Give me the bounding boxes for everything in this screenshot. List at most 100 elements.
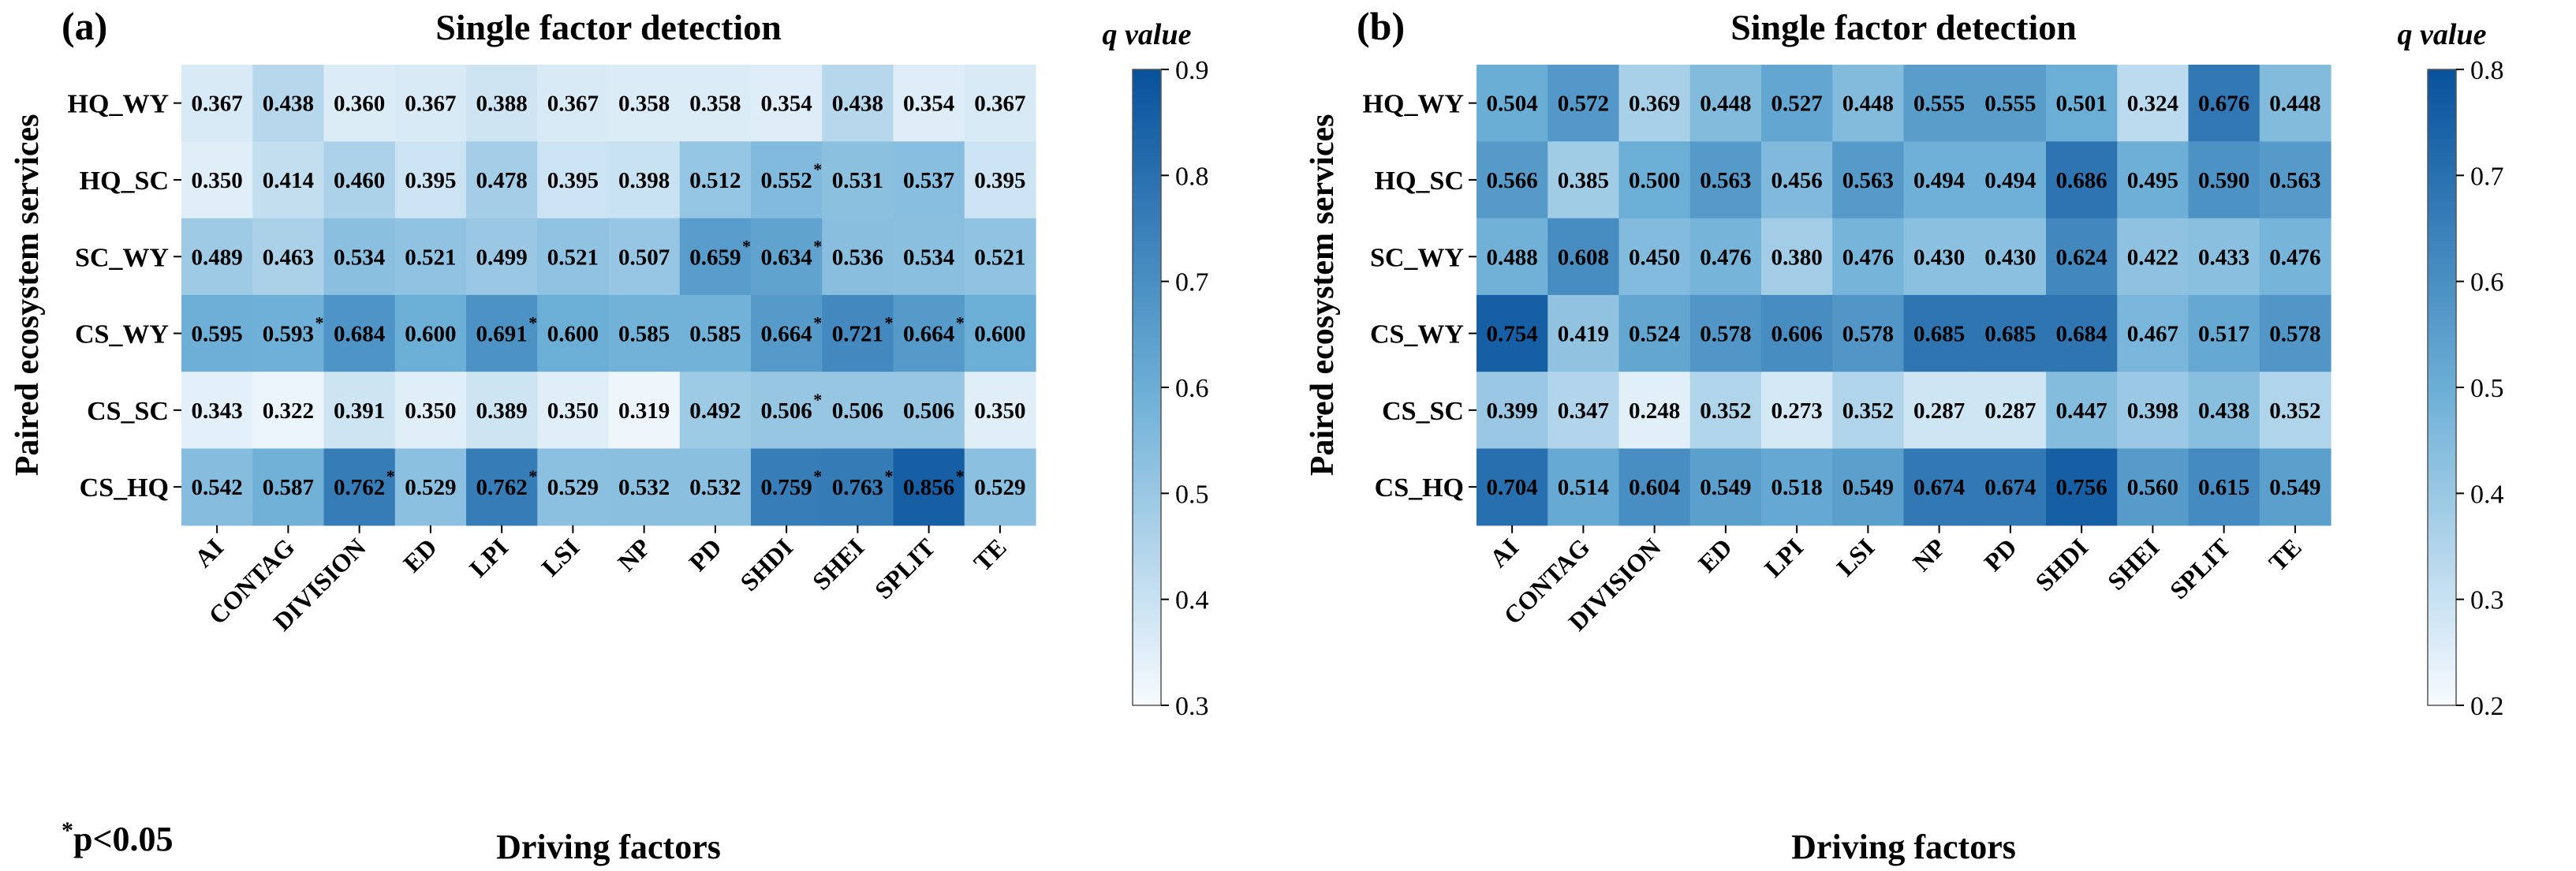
heatmap-cell-HQ_WY-NP bbox=[608, 65, 681, 142]
heatmap-cell-HQ_SC-LSI bbox=[1832, 141, 1905, 219]
cell-value-label: 0.684 bbox=[334, 322, 385, 347]
y-tick-label: SC_WY bbox=[75, 243, 169, 272]
heatmap-cell-SC_WY-AI bbox=[181, 218, 253, 296]
y-tick-label: SC_WY bbox=[1370, 243, 1464, 272]
significance-star: * bbox=[956, 466, 965, 486]
heatmap-cell-HQ_WY-CONTAG bbox=[252, 65, 325, 142]
heatmap-cell-CS_HQ-TE bbox=[964, 448, 1036, 526]
heatmap-cell-CS_SC-SHDI bbox=[751, 372, 823, 450]
cell-value-label: 0.350 bbox=[405, 398, 456, 424]
cell-value-label: 0.674 bbox=[1984, 475, 2036, 500]
x-tick-label: ED bbox=[1693, 533, 1738, 578]
svg-text:*p<0.05: *p<0.05 bbox=[62, 817, 174, 858]
cell-value-label: 0.380 bbox=[1771, 245, 1823, 270]
cell-value-label: 0.664 bbox=[761, 322, 812, 347]
heatmap-cell-SC_WY-DIVISION bbox=[323, 218, 396, 296]
cell-value-label: 0.563 bbox=[2269, 168, 2320, 193]
heatmap-cell-HQ_SC-AI bbox=[181, 141, 253, 219]
y-axis-title: Paired ecosystem services bbox=[9, 114, 46, 477]
cell-value-label: 0.608 bbox=[1558, 245, 1609, 270]
heatmap-cell-HQ_WY-PD bbox=[1974, 65, 2047, 142]
heatmap-cell-HQ_WY-AI bbox=[181, 65, 253, 142]
x-tick-label: SHEI bbox=[2102, 533, 2165, 596]
heatmap-cell-SC_WY-LPI bbox=[1761, 218, 1833, 296]
colorbar-gradient bbox=[1132, 69, 1162, 706]
colorbar-label: q value bbox=[1103, 18, 1192, 51]
heatmap-cell-SC_WY-SHEI bbox=[822, 218, 894, 296]
significance-star: * bbox=[528, 313, 537, 333]
heatmap-cell-CS_SC-AI bbox=[1477, 372, 1548, 450]
x-tick-label: PD bbox=[1978, 533, 2022, 577]
heatmap-cell-HQ_SC-AI bbox=[1477, 141, 1548, 219]
x-tick-label: AI bbox=[189, 533, 229, 573]
cell-value-label: 0.634 bbox=[761, 245, 812, 270]
heatmap-cell-CS_HQ-DIVISION bbox=[323, 448, 396, 526]
heatmap-cell-CS_SC-ED bbox=[394, 372, 467, 450]
significance-star: * bbox=[386, 466, 395, 486]
heatmap-cell-HQ_SC-ED bbox=[394, 141, 467, 219]
heatmap-cell-HQ_WY-ED bbox=[394, 65, 467, 142]
cell-value-label: 0.563 bbox=[1842, 168, 1894, 193]
y-tick-label: CS_SC bbox=[87, 397, 169, 426]
heatmap-cell-CS_HQ-SPLIT bbox=[2188, 448, 2261, 526]
heatmap-cell-CS_SC-LPI bbox=[1761, 372, 1833, 450]
cell-value-label: 0.595 bbox=[192, 322, 243, 347]
heatmap-cell-CS_HQ-SHEI bbox=[2117, 448, 2190, 526]
heatmap-cell-CS_SC-ED bbox=[1689, 372, 1762, 450]
colorbar: q value 0.2 0.3 0.4 0.5 0.6 0.7 0.8 bbox=[2398, 18, 2504, 721]
heatmap-cell-CS_WY-SHEI bbox=[2117, 294, 2190, 372]
x-tick-label: LSI bbox=[1831, 533, 1880, 581]
cell-value-label: 0.606 bbox=[1771, 322, 1823, 347]
cell-value-label: 0.494 bbox=[1984, 168, 2036, 193]
x-tick-label: SHEI bbox=[807, 533, 870, 596]
heatmap-cell-SC_WY-LSI bbox=[537, 218, 610, 296]
cell-value-label: 0.391 bbox=[334, 398, 385, 424]
cell-value-label: 0.506 bbox=[832, 398, 883, 424]
cell-value-label: 0.578 bbox=[1842, 322, 1894, 347]
cell-value-label: 0.549 bbox=[1842, 475, 1894, 500]
cell-value-label: 0.600 bbox=[974, 322, 1025, 347]
heatmap-cell-CS_WY-SHDI bbox=[751, 294, 823, 372]
cell-value-label: 0.532 bbox=[618, 475, 670, 500]
cell-value-label: 0.354 bbox=[903, 92, 954, 117]
x-tick-label: NP bbox=[612, 533, 656, 577]
cell-value-label: 0.563 bbox=[1700, 168, 1751, 193]
heatmap-cell-CS_WY-CONTAG bbox=[252, 294, 325, 372]
heatmap-cell-SC_WY-PD bbox=[1974, 218, 2047, 296]
heatmap-cell-CS_HQ-LPI bbox=[466, 448, 538, 526]
cell-value-label: 0.514 bbox=[1558, 475, 1609, 500]
heatmap-cell-CS_WY-NP bbox=[1903, 294, 1976, 372]
significance-footnote: *p<0.05 bbox=[62, 817, 174, 858]
cell-value-label: 0.422 bbox=[2127, 245, 2178, 270]
heatmap-cell-CS_WY-SPLIT bbox=[2188, 294, 2261, 372]
colorbar-tick-label: 0.4 bbox=[2470, 480, 2504, 509]
cell-value-label: 0.248 bbox=[1629, 398, 1680, 424]
panel-label: (b) bbox=[1357, 4, 1405, 48]
heatmap-cell-CS_SC-SHEI bbox=[2117, 372, 2190, 450]
cell-value-label: 0.369 bbox=[1629, 92, 1680, 117]
heatmap-cell-CS_SC-CONTAG bbox=[1547, 372, 1620, 450]
cell-value-label: 0.552 bbox=[761, 168, 812, 193]
cell-value-label: 0.691 bbox=[476, 322, 528, 347]
heatmap-cell-CS_WY-CONTAG bbox=[1547, 294, 1620, 372]
cell-value-label: 0.721 bbox=[832, 322, 883, 347]
cell-value-label: 0.438 bbox=[263, 92, 314, 117]
y-tick-label: CS_WY bbox=[1370, 320, 1464, 350]
cell-value-label: 0.430 bbox=[1984, 245, 2036, 270]
heatmap-cell-SC_WY-SHDI bbox=[2046, 218, 2118, 296]
heatmap-cell-SC_WY-SHEI bbox=[2117, 218, 2190, 296]
heatmap-cell-CS_WY-AI bbox=[1477, 294, 1548, 372]
heatmap-cell-HQ_SC-DIVISION bbox=[1618, 141, 1691, 219]
heatmap-cell-SC_WY-TE bbox=[964, 218, 1036, 296]
cell-value-label: 0.531 bbox=[832, 168, 883, 193]
cell-value-label: 0.518 bbox=[1771, 475, 1823, 500]
significance-star: * bbox=[813, 466, 822, 486]
cell-value-label: 0.273 bbox=[1771, 398, 1823, 424]
heatmap-cell-SC_WY-AI bbox=[1477, 218, 1548, 296]
cell-value-label: 0.529 bbox=[405, 475, 456, 500]
y-tick-label: HQ_WY bbox=[68, 90, 169, 119]
cell-value-label: 0.448 bbox=[1842, 92, 1894, 117]
cell-value-label: 0.358 bbox=[689, 92, 741, 117]
cell-value-label: 0.763 bbox=[832, 475, 883, 500]
